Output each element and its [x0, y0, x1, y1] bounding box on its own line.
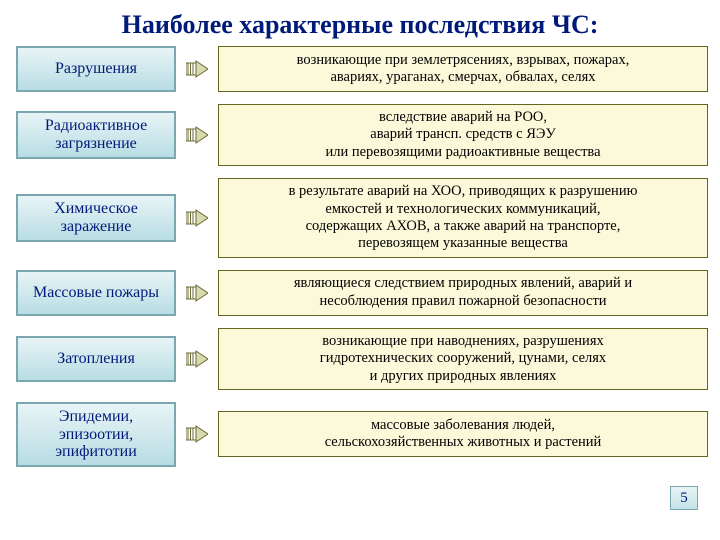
arrow-icon [186, 208, 208, 228]
category-box: Эпидемии, эпизоотии, эпифитотии [16, 402, 176, 467]
page-number-box: 5 [670, 486, 698, 510]
description-box: возникающие при землетрясениях, взрывах,… [218, 46, 708, 92]
description-box: возникающие при наводнениях, разрушениях… [218, 328, 708, 390]
page-number: 5 [680, 490, 688, 507]
category-box: Химическое заражение [16, 194, 176, 241]
category-box: Радиоактивное загрязнение [16, 111, 176, 158]
row: Затопления возникающие при наводнениях, р… [16, 328, 708, 390]
row: Химическое заражение в результате аварий … [16, 178, 708, 258]
row: Разрушения возникающие при землетрясениях… [16, 46, 708, 92]
description-box: массовые заболевания людей, сельскохозяй… [218, 411, 708, 457]
slide-title: Наиболее характерные последствия ЧС: [0, 0, 720, 46]
row: Массовые пожары являющиеся следствием при… [16, 270, 708, 316]
arrow-icon [186, 283, 208, 303]
arrow-icon [186, 125, 208, 145]
arrow-icon [186, 349, 208, 369]
category-box: Разрушения [16, 46, 176, 92]
row: Радиоактивное загрязнение вследствие авар… [16, 104, 708, 166]
description-box: в результате аварий на ХОО, приводящих к… [218, 178, 708, 258]
arrow-icon [186, 59, 208, 79]
description-box: вследствие аварий на РОО, аварий трансп.… [218, 104, 708, 166]
rows-container: Разрушения возникающие при землетрясениях… [0, 46, 720, 467]
category-box: Затопления [16, 336, 176, 382]
description-box: являющиеся следствием природных явлений,… [218, 270, 708, 316]
arrow-icon [186, 424, 208, 444]
category-box: Массовые пожары [16, 270, 176, 316]
row: Эпидемии, эпизоотии, эпифитотии массовые … [16, 402, 708, 467]
